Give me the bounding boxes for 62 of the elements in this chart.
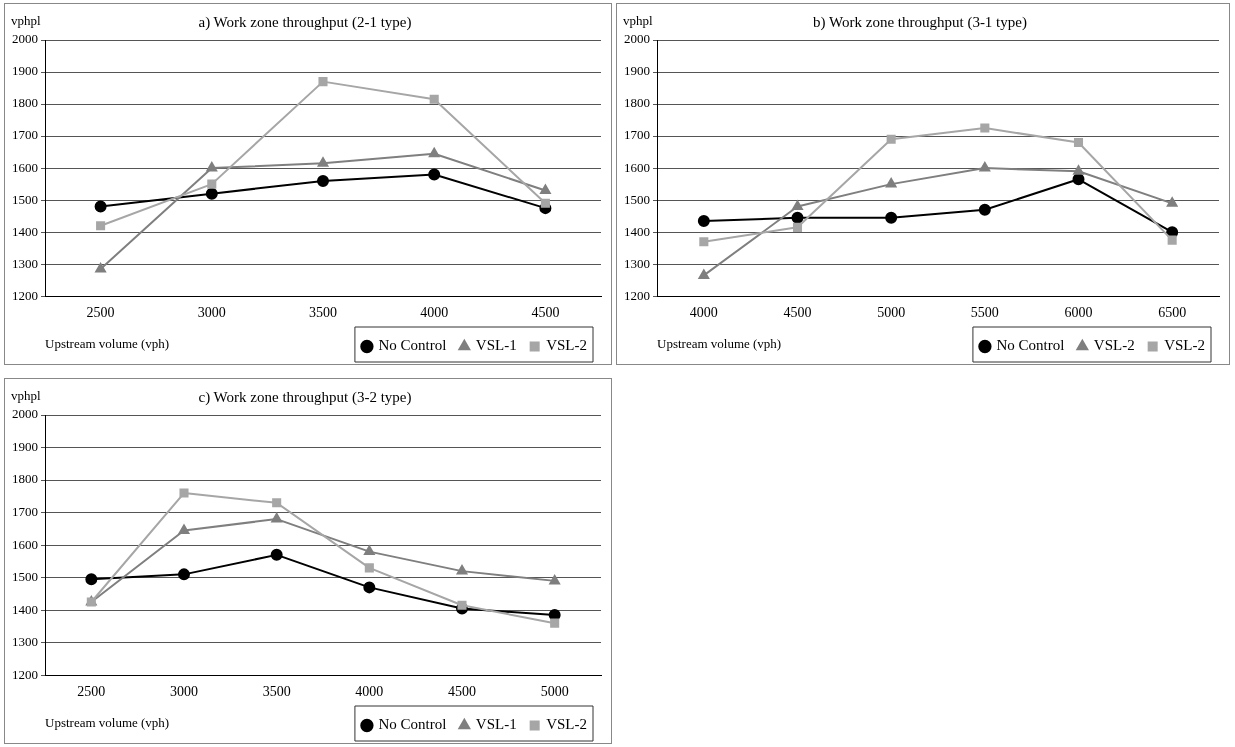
x-axis-title: Upstream volume (vph) — [657, 335, 782, 351]
x-tick-label: 2500 — [77, 684, 106, 700]
y-tick-label: 1700 — [12, 504, 38, 519]
legend-label: VSL-1 — [475, 337, 517, 354]
x-tick-label: 3000 — [197, 305, 226, 321]
x-tick-label: 3500 — [262, 684, 291, 700]
x-tick-label: 3000 — [170, 684, 198, 700]
x-tick-label: 6500 — [1158, 305, 1187, 321]
y-tick-label: 1600 — [624, 159, 650, 175]
y-axis-title: vphpl — [11, 387, 41, 403]
chart-title: a) Work zone throughput (2-1 type) — [198, 13, 412, 31]
legend-label: VSL-2 — [1093, 337, 1135, 354]
y-tick-label: 1700 — [624, 127, 650, 143]
x-tick-label: 4500 — [783, 305, 812, 321]
y-tick-label: 1600 — [12, 159, 38, 175]
legend-label: No Control — [378, 337, 447, 354]
x-tick-label: 4500 — [531, 305, 560, 321]
legend-label: VSL-2 — [546, 337, 588, 354]
y-tick-label: 1900 — [12, 63, 38, 79]
y-tick-label: 1500 — [12, 569, 38, 585]
y-tick-label: 1900 — [624, 63, 650, 79]
x-tick-label: 4000 — [355, 684, 384, 700]
legend-label: VSL-2 — [546, 716, 588, 733]
y-tick-label: 1400 — [12, 601, 38, 617]
x-tick-label: 5500 — [970, 305, 999, 321]
y-tick-label: 1800 — [12, 95, 38, 111]
x-tick-label: 4000 — [689, 305, 718, 321]
y-tick-label: 2000 — [624, 31, 650, 47]
x-tick-label: 5000 — [540, 684, 569, 700]
y-tick-label: 2000 — [12, 406, 38, 422]
y-tick-label: 1200 — [12, 287, 38, 303]
x-tick-label: 5000 — [877, 305, 906, 321]
x-axis-title: Upstream volume (vph) — [45, 335, 170, 351]
y-axis-title: vphpl — [623, 12, 653, 28]
legend-label: VSL-2 — [1164, 337, 1206, 354]
y-tick-label: 1700 — [12, 127, 38, 143]
chart-title: b) Work zone throughput (3-1 type) — [813, 13, 1027, 31]
chart-title: c) Work zone throughput (3-2 type) — [198, 388, 412, 406]
y-tick-label: 1400 — [12, 223, 38, 239]
y-tick-label: 1400 — [624, 223, 650, 239]
y-tick-label: 1800 — [624, 95, 650, 111]
y-tick-label: 2000 — [12, 31, 38, 47]
legend-label: No Control — [996, 337, 1065, 354]
y-tick-label: 1500 — [624, 191, 650, 207]
y-tick-label: 1500 — [12, 191, 38, 207]
y-tick-label: 1300 — [624, 255, 650, 271]
y-axis-title: vphpl — [11, 12, 41, 28]
legend-label: No Control — [378, 716, 447, 733]
y-tick-label: 1200 — [12, 666, 38, 682]
x-tick-label: 4500 — [448, 684, 476, 700]
y-tick-label: 1600 — [12, 536, 38, 552]
y-tick-label: 1300 — [12, 634, 38, 650]
x-tick-label: 3500 — [309, 305, 337, 321]
y-tick-label: 1900 — [12, 438, 38, 454]
x-tick-label: 4000 — [420, 305, 449, 321]
y-tick-label: 1200 — [624, 287, 650, 303]
x-axis-title: Upstream volume (vph) — [45, 714, 170, 730]
x-tick-label: 2500 — [86, 305, 115, 321]
y-tick-label: 1800 — [12, 471, 38, 487]
y-tick-label: 1300 — [12, 255, 38, 271]
legend-label: VSL-1 — [475, 716, 517, 733]
x-tick-label: 6000 — [1064, 305, 1093, 321]
